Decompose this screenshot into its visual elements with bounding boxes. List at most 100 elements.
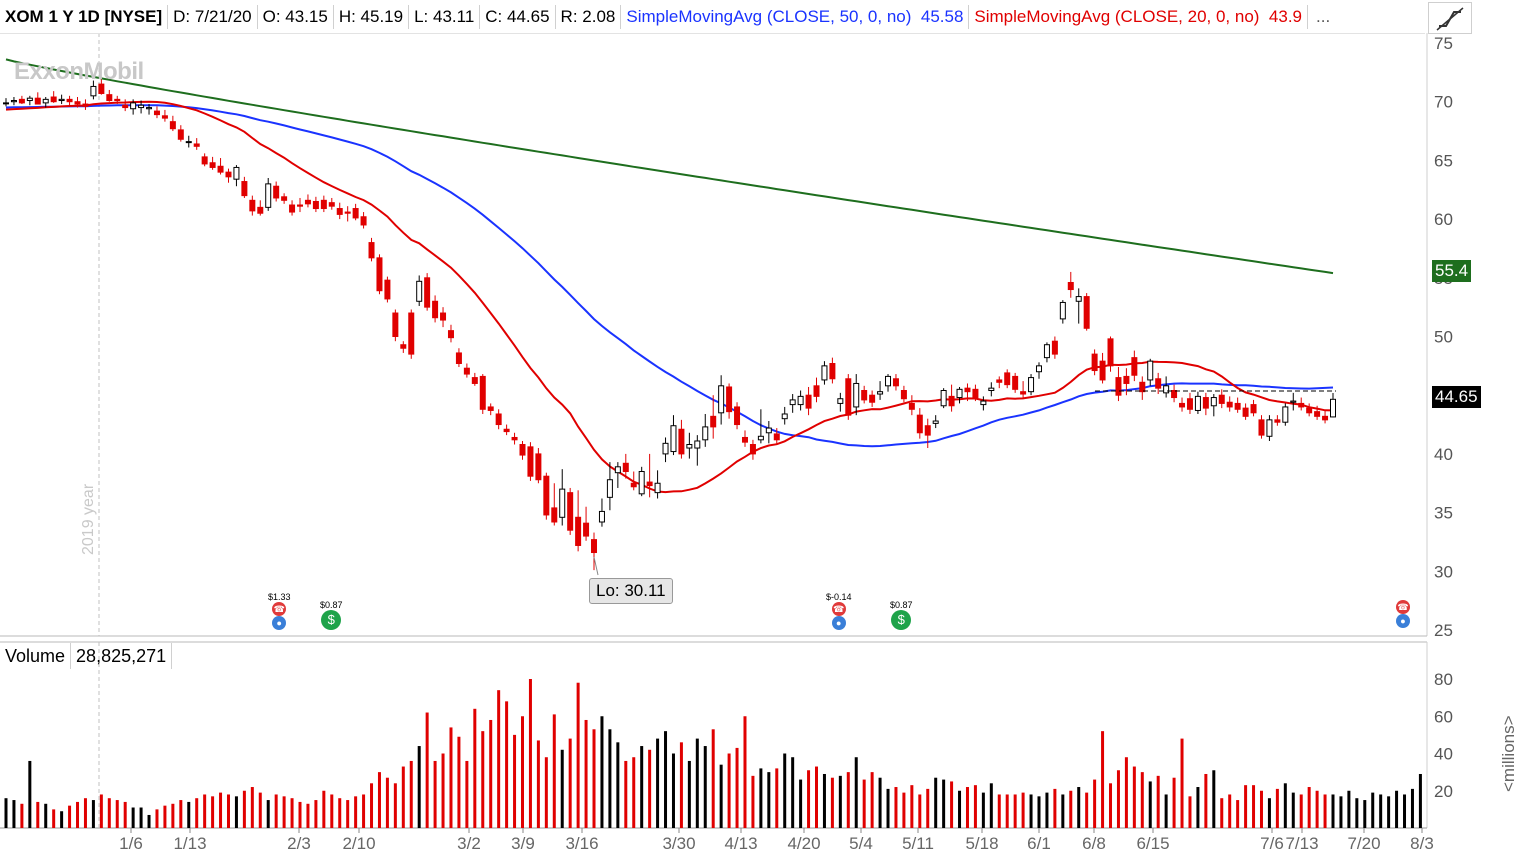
candle[interactable] <box>336 202 343 220</box>
candle[interactable] <box>273 181 280 202</box>
candle[interactable] <box>3 98 9 107</box>
candle[interactable] <box>559 469 566 526</box>
candle[interactable] <box>487 403 494 416</box>
candle[interactable] <box>18 95 25 105</box>
candle[interactable] <box>447 324 454 343</box>
candle[interactable] <box>1059 300 1066 324</box>
candle[interactable] <box>312 196 319 213</box>
candle[interactable] <box>82 99 89 110</box>
candle[interactable] <box>193 138 200 150</box>
symbol-label[interactable]: XOM 1 Y 1D [NYSE] <box>0 4 169 29</box>
candle[interactable] <box>90 80 97 100</box>
candle[interactable] <box>233 165 240 187</box>
candle[interactable] <box>209 156 216 170</box>
candle[interactable] <box>281 193 288 204</box>
candle[interactable] <box>543 472 550 520</box>
candle[interactable] <box>328 197 335 210</box>
candle[interactable] <box>1194 391 1201 414</box>
candle[interactable] <box>225 168 232 183</box>
candle[interactable] <box>10 97 17 106</box>
candle[interactable] <box>678 419 685 459</box>
candle[interactable] <box>988 382 995 397</box>
earnings-event-2[interactable]: $-0.14 ☎ ● <box>826 592 852 630</box>
candle[interactable] <box>122 99 129 112</box>
candle[interactable] <box>813 377 820 403</box>
candle[interactable] <box>948 384 955 412</box>
candle[interactable] <box>265 178 272 211</box>
candle[interactable] <box>741 430 748 447</box>
candle[interactable] <box>956 386 963 404</box>
candle[interactable] <box>877 381 884 400</box>
candle[interactable] <box>1242 403 1249 420</box>
candle[interactable] <box>1298 397 1305 411</box>
candle[interactable] <box>58 94 65 105</box>
candle[interactable] <box>805 386 812 416</box>
candle[interactable] <box>598 498 605 527</box>
candle[interactable] <box>781 406 788 425</box>
sma50-study[interactable]: SimpleMovingAvg (CLOSE, 50, 0, no) 45.58 <box>621 4 970 29</box>
candle[interactable] <box>773 428 780 445</box>
candle[interactable] <box>257 200 264 216</box>
candle[interactable] <box>869 390 876 407</box>
candle[interactable] <box>432 295 439 323</box>
candle[interactable] <box>837 392 844 412</box>
candle[interactable] <box>1155 372 1162 395</box>
candle[interactable] <box>495 409 502 430</box>
candle[interactable] <box>1147 358 1154 386</box>
candle[interactable] <box>638 466 645 497</box>
candle[interactable] <box>161 109 168 122</box>
dividend-event-2[interactable]: $0.87 $ <box>890 600 913 630</box>
candle[interactable] <box>1314 405 1321 420</box>
candle[interactable] <box>1139 376 1146 400</box>
candle[interactable] <box>622 453 629 479</box>
candle[interactable] <box>384 276 391 303</box>
candle[interactable] <box>424 273 431 311</box>
candle[interactable] <box>1234 397 1241 413</box>
candle[interactable] <box>114 95 121 105</box>
candle[interactable] <box>1012 372 1019 393</box>
candle[interactable] <box>932 415 939 429</box>
candle[interactable] <box>980 396 987 411</box>
candle[interactable] <box>916 408 923 439</box>
candle[interactable] <box>1131 350 1138 382</box>
candle[interactable] <box>138 100 145 114</box>
candle[interactable] <box>1266 415 1273 441</box>
candle[interactable] <box>1282 403 1289 426</box>
candle[interactable] <box>908 395 915 416</box>
candle[interactable] <box>535 448 542 484</box>
candle[interactable] <box>646 453 653 498</box>
candle[interactable] <box>1004 369 1011 389</box>
candle[interactable] <box>1083 293 1090 331</box>
candle[interactable] <box>98 79 105 95</box>
candle[interactable] <box>1091 349 1098 376</box>
candle[interactable] <box>352 203 359 221</box>
candle[interactable] <box>455 348 462 368</box>
upcoming-earnings-event[interactable]: ☎ ● <box>1396 600 1410 628</box>
candle[interactable] <box>146 104 153 115</box>
candle[interactable] <box>821 361 828 385</box>
candle[interactable] <box>765 421 772 444</box>
candle[interactable] <box>686 432 693 459</box>
candle[interactable] <box>66 95 73 107</box>
candle[interactable] <box>885 374 892 392</box>
candle[interactable] <box>845 374 852 420</box>
candle[interactable] <box>853 374 860 416</box>
candle[interactable] <box>519 440 526 460</box>
candle[interactable] <box>368 237 375 262</box>
candle[interactable] <box>789 394 796 413</box>
candle[interactable] <box>670 415 677 456</box>
candle[interactable] <box>344 206 351 222</box>
candle[interactable] <box>74 97 81 108</box>
candle[interactable] <box>249 195 256 216</box>
candle[interactable] <box>1043 342 1050 363</box>
candle[interactable] <box>1075 288 1082 324</box>
candle[interactable] <box>924 418 931 449</box>
candle[interactable] <box>1306 403 1313 417</box>
candle[interactable] <box>320 195 327 213</box>
candle[interactable] <box>360 212 367 229</box>
candle[interactable] <box>463 363 470 378</box>
candle[interactable] <box>297 197 304 213</box>
candle[interactable] <box>440 307 447 328</box>
candle[interactable] <box>861 385 868 404</box>
